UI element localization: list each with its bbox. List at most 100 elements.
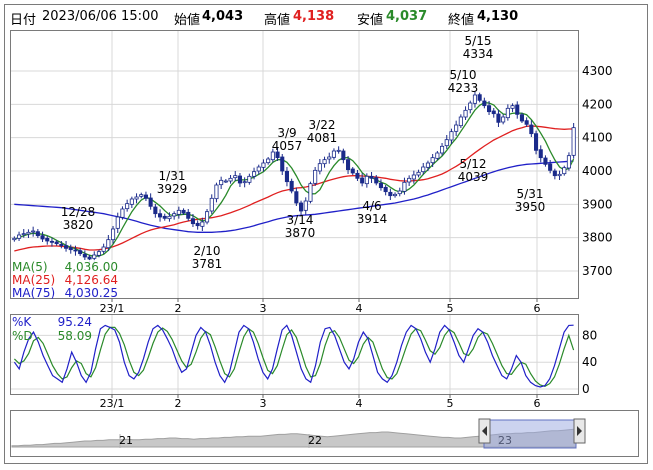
candle-body	[31, 230, 36, 233]
price-y-tick: 3900	[582, 197, 613, 211]
annotation-date: 3/14	[287, 213, 314, 227]
annotation-value: 3820	[63, 218, 94, 232]
legend-d-value: 58.09	[58, 329, 92, 343]
candle-body	[68, 247, 73, 251]
header-datetime: 2023/06/06 15:00	[42, 9, 159, 24]
navigator-left-handle[interactable]	[478, 418, 491, 444]
candle-body	[355, 172, 360, 179]
candle-body	[143, 194, 148, 199]
candle-body	[12, 237, 17, 241]
candle-body	[482, 100, 487, 107]
candle-body	[505, 107, 510, 119]
ma75-polyline	[14, 160, 574, 233]
candle-body	[425, 162, 430, 168]
navigator-x-tick: 21	[119, 434, 133, 447]
header-low-value: 4,037	[386, 9, 428, 24]
candle-body	[49, 240, 54, 243]
candle-body	[566, 155, 571, 169]
candle-body	[472, 94, 477, 104]
candle-body	[303, 200, 308, 211]
header-open-label: 始値	[174, 13, 201, 28]
price-y-tick: 4100	[582, 131, 613, 145]
candle-body	[487, 105, 492, 113]
stochastic-x-tick: 6	[534, 397, 541, 410]
candle-body	[233, 175, 238, 179]
candle-body	[289, 180, 294, 192]
candle-body	[444, 139, 449, 147]
header-high-value: 4,138	[293, 9, 335, 24]
header-close-label: 終値	[448, 13, 475, 28]
candle-body	[515, 104, 520, 115]
stochastic-x-tick: 23/1	[100, 397, 125, 410]
candle-body	[195, 222, 200, 227]
stochastic-x-tick: 4	[356, 397, 363, 410]
legend-ma25-value: 4,126.64	[65, 273, 118, 287]
candle-body	[331, 150, 336, 158]
candle-body	[228, 177, 233, 182]
candle-body	[148, 197, 153, 207]
header-high-label: 高値	[264, 13, 291, 28]
legend-ma5-value: 4,036.00	[65, 260, 118, 274]
header-open-value: 4,043	[202, 9, 244, 24]
candle-body	[435, 152, 440, 159]
stochastic-y-tick: 80	[582, 328, 597, 342]
candle-body	[374, 177, 379, 184]
candle-body	[341, 150, 346, 161]
candle-body	[534, 133, 539, 151]
candle-body	[266, 158, 271, 164]
candle-body	[393, 193, 398, 197]
candle-body	[219, 179, 224, 186]
candle-body	[162, 215, 167, 219]
candle-body	[468, 102, 473, 111]
navigator-selection[interactable]	[483, 419, 577, 449]
candle-body	[313, 169, 318, 184]
candle-body	[360, 177, 365, 184]
legend-ma25-label: MA(25)	[12, 273, 55, 287]
candle-body	[519, 114, 524, 122]
candle-body	[73, 249, 78, 252]
candle-body	[172, 213, 177, 217]
candle-body	[458, 116, 463, 127]
ma75-line	[14, 160, 574, 233]
candle-body	[557, 173, 562, 177]
ma-legend: MA(5) 4,036.00 MA(25) 4,126.64 MA(75) 4,…	[11, 260, 118, 300]
candle-body	[299, 202, 304, 212]
candle-body	[64, 245, 69, 249]
price-x-tick: 4	[356, 302, 363, 315]
candle-body	[106, 239, 111, 249]
candle-body	[552, 170, 557, 177]
candle-body	[397, 190, 402, 195]
navigator-panel[interactable]: 212223	[10, 410, 639, 457]
price-y-tick: 4000	[582, 164, 613, 178]
annotation-date: 2/10	[194, 244, 221, 258]
candle-body	[167, 215, 172, 220]
candle-body	[158, 213, 163, 218]
price-x-tick: 23/1	[100, 302, 125, 315]
candle-body	[21, 233, 26, 236]
stochastic-panel: 80 40 0 23/1 2 3 4 5 6 %K 95.24 %D 58.09	[10, 314, 597, 410]
candle-body	[416, 171, 421, 176]
candle-body	[477, 94, 482, 101]
candle-body	[463, 109, 468, 118]
candle-body	[223, 180, 228, 183]
annotation-value: 4081	[307, 131, 338, 145]
candle-body	[115, 216, 120, 229]
candle-body	[440, 145, 445, 154]
header-close-value: 4,130	[477, 9, 519, 24]
annotation-value: 4057	[272, 139, 303, 153]
price-y-tick: 3800	[582, 231, 613, 245]
candle-body	[92, 254, 97, 259]
navigator-right-handle[interactable]	[573, 418, 586, 444]
candle-body	[510, 105, 515, 109]
candle-body	[378, 182, 383, 189]
annotation-value: 3950	[515, 200, 546, 214]
price-y-tick: 4200	[582, 97, 613, 111]
candle-body	[139, 194, 144, 197]
candle-body	[181, 209, 186, 214]
legend-ma75-label: MA(75)	[12, 286, 55, 300]
candle-body	[524, 120, 529, 125]
candle-body	[346, 159, 351, 171]
candle-body	[270, 151, 275, 161]
candle-body	[280, 156, 285, 172]
